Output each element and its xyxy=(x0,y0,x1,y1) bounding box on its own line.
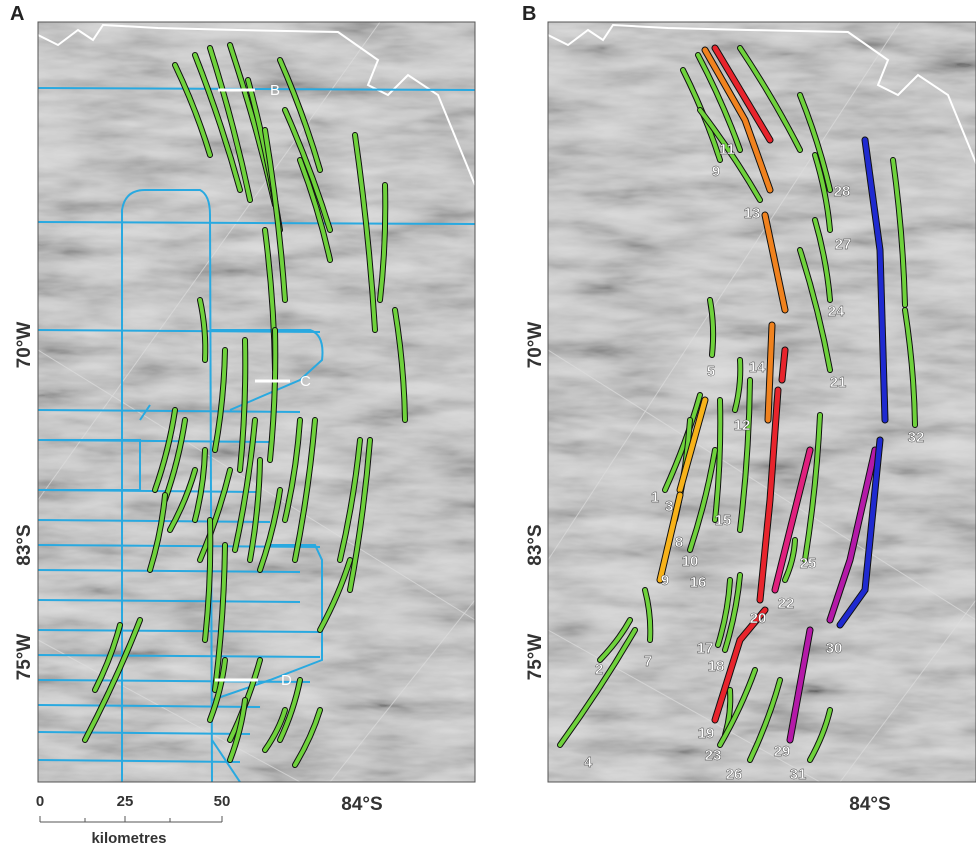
profile-label: C xyxy=(300,373,311,390)
axis-label: 83°S xyxy=(525,524,546,565)
axis-label: 84°S xyxy=(849,794,890,815)
scale-tick-label: 50 xyxy=(214,793,231,810)
feature-label: 9 xyxy=(712,163,720,180)
feature-label: 10 xyxy=(682,553,699,570)
feature-label: 13 xyxy=(744,205,761,222)
profile-label: B xyxy=(270,82,280,99)
feature-label: 23 xyxy=(705,747,722,764)
feature-label: 22 xyxy=(778,595,795,612)
feature-label: 2 xyxy=(595,661,603,678)
axis-label: 75°W xyxy=(14,634,35,681)
feature-label: 9 xyxy=(661,572,669,589)
feature-label: 11 xyxy=(719,141,735,158)
axis-label: 75°W xyxy=(525,634,546,681)
feature-label: 25 xyxy=(800,555,817,572)
feature-label: 5 xyxy=(707,363,715,380)
axis-label: 70°W xyxy=(525,322,546,369)
scale-bar xyxy=(40,816,222,822)
feature-label: 27 xyxy=(835,236,852,253)
panel-label: B xyxy=(522,3,536,25)
feature-label: 32 xyxy=(908,429,925,446)
axis-label: 70°W xyxy=(14,322,35,369)
scale-tick-label: 0 xyxy=(36,793,44,810)
feature-label: 1 xyxy=(651,489,659,506)
feature-label: 12 xyxy=(734,417,751,434)
panel-label: A xyxy=(10,3,24,25)
feature-label: 18 xyxy=(708,658,725,675)
axis-label: 83°S xyxy=(14,524,35,565)
feature-label: 21 xyxy=(830,374,847,391)
scale-unit: kilometres xyxy=(91,830,166,847)
lineament xyxy=(782,350,785,380)
feature-label: 15 xyxy=(715,512,732,529)
feature-label: 8 xyxy=(675,534,683,551)
feature-label: 7 xyxy=(644,653,652,670)
feature-label: 16 xyxy=(690,574,707,591)
feature-label: 24 xyxy=(828,303,845,320)
feature-label: 28 xyxy=(834,183,851,200)
feature-label: 29 xyxy=(774,743,791,760)
feature-label: 3 xyxy=(665,498,673,515)
feature-label: 19 xyxy=(698,725,715,742)
feature-label: 26 xyxy=(726,766,743,783)
axis-label: 84°S xyxy=(341,794,382,815)
feature-label: 30 xyxy=(826,640,843,657)
feature-label: 31 xyxy=(790,766,807,783)
feature-label: 4 xyxy=(584,754,593,771)
feature-label: 14 xyxy=(749,359,766,376)
feature-label: 17 xyxy=(697,640,714,657)
feature-label: 20 xyxy=(750,610,767,627)
profile-label: D xyxy=(281,672,292,689)
figure: ABBCD70°W83°S75°W70°W83°S75°W84°S84°S025… xyxy=(0,0,976,853)
scale-tick-label: 25 xyxy=(117,793,134,810)
